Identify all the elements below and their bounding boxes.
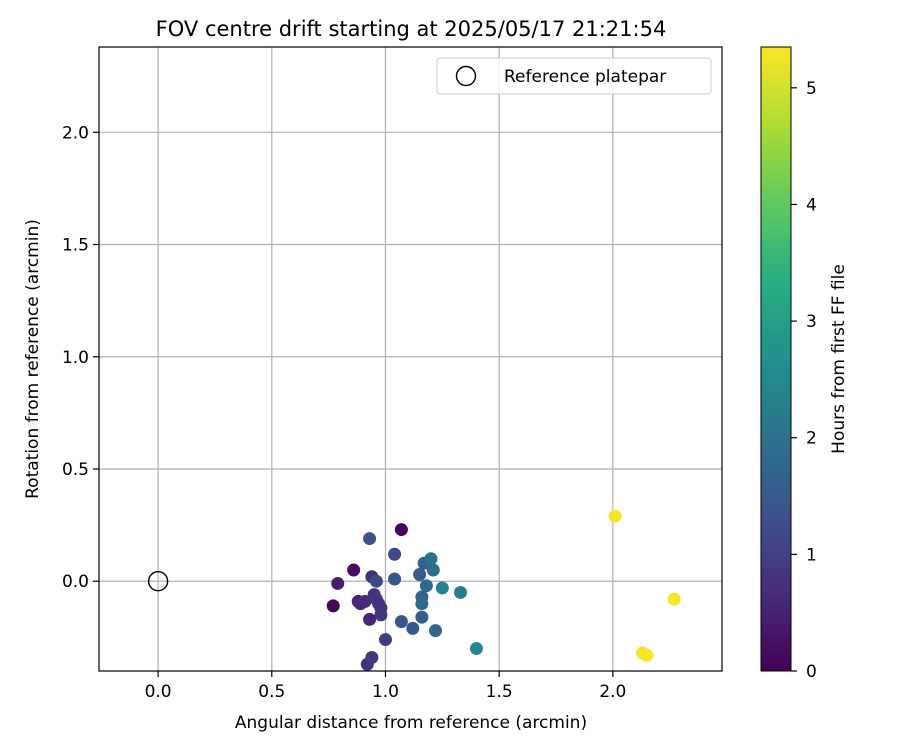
colorbar-tick-label: 3: [806, 312, 817, 332]
scatter-point: [435, 581, 449, 595]
scatter-point: [394, 615, 408, 629]
x-axis-ticks: 0.0 0.5 1.0 1.5 2.0: [145, 671, 626, 702]
scatter-point: [388, 572, 402, 586]
y-tick-label: 2.0: [62, 123, 89, 143]
legend-label-reference: Reference platepar: [504, 67, 666, 87]
scatter-point: [365, 651, 379, 665]
y-tick-label: 0.5: [62, 460, 89, 480]
y-axis-label: Rotation from reference (arcmin): [23, 219, 43, 499]
data-points: [326, 509, 681, 671]
x-axis-label: Angular distance from reference (arcmin): [235, 713, 587, 733]
scatter-point: [363, 532, 377, 546]
reference-layer: [147, 571, 169, 592]
scatter-point: [608, 509, 622, 523]
x-tick-label: 0.0: [145, 682, 172, 702]
scatter-point: [347, 563, 361, 577]
colorbar-tick-label: 0: [806, 662, 817, 682]
legend-box: [436, 57, 712, 95]
colorbar-ticks: 0 1 2 3 4 5: [791, 79, 817, 682]
colorbar-tick-label: 2: [806, 429, 817, 449]
scatter-point: [406, 621, 420, 635]
legend: Reference platepar: [436, 57, 712, 95]
scatter-point: [358, 594, 372, 608]
chart-title: FOV centre drift starting at 2025/05/17 …: [156, 17, 667, 41]
scatter-point: [415, 597, 429, 611]
scatter-point: [363, 612, 377, 626]
colorbar-gradient: [760, 46, 792, 672]
plot-area-frame: [98, 46, 723, 672]
colorbar-tick-label: 4: [806, 195, 817, 215]
scatter-point: [415, 610, 429, 624]
colorbar-tick-label: 5: [806, 79, 817, 99]
scatter-point: [326, 599, 340, 613]
scatter-point: [369, 574, 383, 588]
colorbar-tick-label: 1: [806, 545, 817, 565]
scatter-point: [331, 576, 345, 590]
y-tick-label: 1.5: [62, 236, 89, 256]
colorbar-label: Hours from first FF file: [829, 264, 849, 454]
scatter-point: [388, 547, 402, 561]
y-tick-label: 0.0: [62, 572, 89, 592]
scatter-point: [394, 523, 408, 537]
scatter-point: [374, 608, 388, 622]
legend-marker-reference: [455, 65, 477, 87]
scatter-point: [413, 567, 427, 581]
scatter-point: [454, 585, 468, 599]
scatter-point: [469, 642, 483, 656]
grid-lines: [99, 47, 722, 671]
scatter-point: [640, 648, 654, 662]
scatter-point: [429, 624, 443, 638]
x-tick-label: 0.5: [258, 682, 285, 702]
x-tick-label: 2.0: [599, 682, 626, 702]
scatter-point: [424, 552, 438, 566]
reference-platepar-marker: [147, 571, 169, 592]
scatter-point: [667, 592, 681, 606]
colorbar: 0 1 2 3 4 5 Hours from first FF file: [760, 46, 849, 682]
x-tick-label: 1.0: [372, 682, 399, 702]
y-tick-label: 1.0: [62, 348, 89, 368]
scatter-point: [419, 579, 433, 593]
scatter-point: [378, 633, 392, 647]
scatter-point: [426, 563, 440, 577]
x-tick-label: 1.5: [486, 682, 513, 702]
y-axis-ticks: 0.0 0.5 1.0 1.5 2.0: [62, 123, 99, 592]
